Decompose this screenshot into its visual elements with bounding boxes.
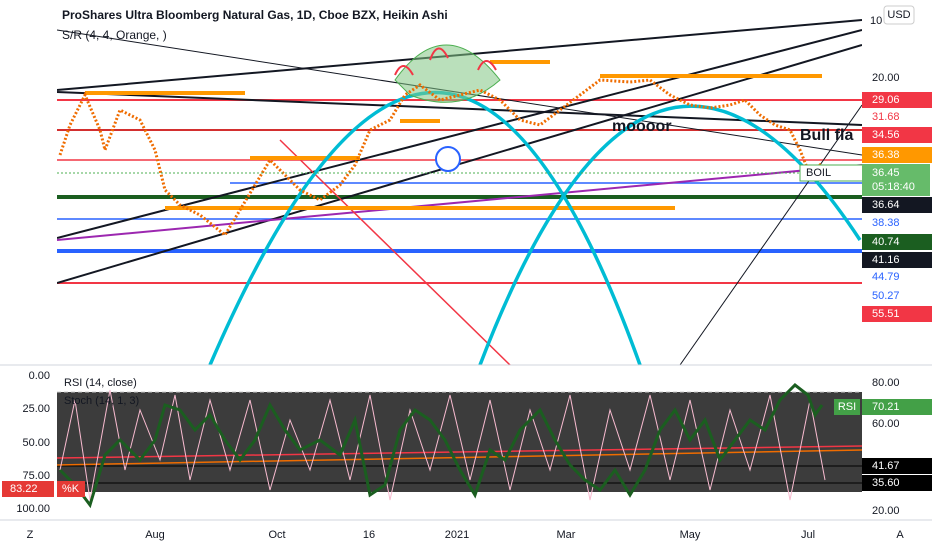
price-label: 50.27: [872, 290, 900, 302]
level-box: [862, 475, 932, 491]
price-label: 38.38: [872, 217, 900, 229]
rsi-right-tick: 20.00: [872, 505, 900, 517]
price-label: 31.68: [872, 111, 900, 123]
price-labels: 29.06 31.68 34.56 36.38 36.64 38.38 40.74 41.16…: [862, 92, 932, 322]
corner-button[interactable]: Z: [27, 529, 34, 541]
currency[interactable]: USD: [887, 9, 910, 21]
level-label: 35.60: [872, 477, 900, 489]
trend: [57, 29, 862, 239]
price-label-box: [862, 269, 932, 285]
k-box: [2, 481, 54, 497]
time-tick: 2021: [445, 529, 469, 541]
price-label: 36.38: [872, 149, 900, 161]
chart-title: ProShares Ultra Bloomberg Natural Gas, 1…: [62, 8, 448, 22]
rsi-labels: RSI (14, close) Stoch (14, 1, 3) RSI 70.…: [2, 377, 932, 497]
trend: [57, 449, 862, 466]
price-label-box: [862, 127, 932, 143]
time-tick: Oct: [268, 529, 285, 541]
price-label-box: [862, 147, 932, 163]
rsi-left-tick: 25.00: [22, 403, 50, 415]
price-label-box: [862, 215, 932, 231]
last-price-box: [862, 164, 930, 196]
price-label: 41.16: [872, 254, 900, 266]
last-price: 36.45: [872, 167, 900, 179]
shape: [394, 44, 501, 103]
price-label-box: [862, 306, 932, 322]
circle: [435, 146, 461, 172]
annotation: moooor: [612, 118, 672, 135]
price-label-box: [862, 109, 932, 125]
price-label-box: [862, 92, 932, 108]
time-tick: Jul: [801, 529, 815, 541]
rsi-value-box: [862, 399, 932, 415]
level-label: 41.67: [872, 460, 900, 472]
price-label: 36.64: [872, 199, 900, 211]
rsi-title: RSI (14, close): [64, 377, 137, 389]
price-label: 44.79: [872, 271, 900, 283]
corner-button[interactable]: A: [896, 529, 904, 541]
k-value: 83.22: [10, 483, 38, 495]
rsi-right-tick: 60.00: [872, 418, 900, 430]
rsi-tag: RSI: [838, 401, 856, 413]
rsi-right-tick: 80.00: [872, 377, 900, 389]
price-label-box: [862, 234, 932, 250]
price-label: 40.74: [872, 236, 900, 248]
trend: [57, 164, 862, 241]
time-tick: Mar: [557, 529, 576, 541]
rsi-plot: [57, 383, 862, 509]
time-tick: Aug: [145, 529, 165, 541]
price-candles: [58, 78, 827, 238]
price-label-box: [862, 197, 932, 213]
time-tick: 16: [363, 529, 375, 541]
level-box: [862, 458, 932, 474]
drawings: moooor Bull fla: [57, 19, 862, 365]
price-label: 55.51: [872, 308, 900, 320]
trend: [279, 139, 511, 365]
rsi-tag-box: [834, 399, 860, 415]
trend: [57, 91, 862, 126]
price-tick: 10: [870, 15, 882, 27]
rsi-left-tick: 50.00: [22, 437, 50, 449]
price-label: 34.56: [872, 129, 900, 141]
trend: [679, 104, 862, 365]
indicator-title: S/R (4, 4, Orange, ): [62, 28, 167, 42]
k-tag-box: [57, 481, 85, 497]
rsi-line: [58, 383, 824, 509]
currency-box[interactable]: [883, 5, 915, 25]
shape: [394, 47, 497, 76]
rsi-left-tick: 0.00: [29, 370, 50, 382]
annotation: Bull fla: [800, 127, 853, 144]
band: [57, 392, 862, 492]
countdown: 05:18:40: [872, 181, 915, 193]
price-label: 29.06: [872, 94, 900, 106]
symbol: BOIL: [806, 167, 831, 179]
rsi-value: 70.21: [872, 401, 900, 413]
price-label-box: [862, 252, 932, 268]
time-tick: May: [680, 529, 701, 541]
stoch-title: Stoch (14, 1, 3): [64, 395, 139, 407]
price-label-box: [862, 288, 932, 304]
rsi-left-tick: 100.00: [16, 503, 50, 515]
price-tick: 20.00: [872, 72, 900, 84]
rsi-left-tick: 75.00: [22, 470, 50, 482]
k-tag: %K: [62, 483, 80, 495]
